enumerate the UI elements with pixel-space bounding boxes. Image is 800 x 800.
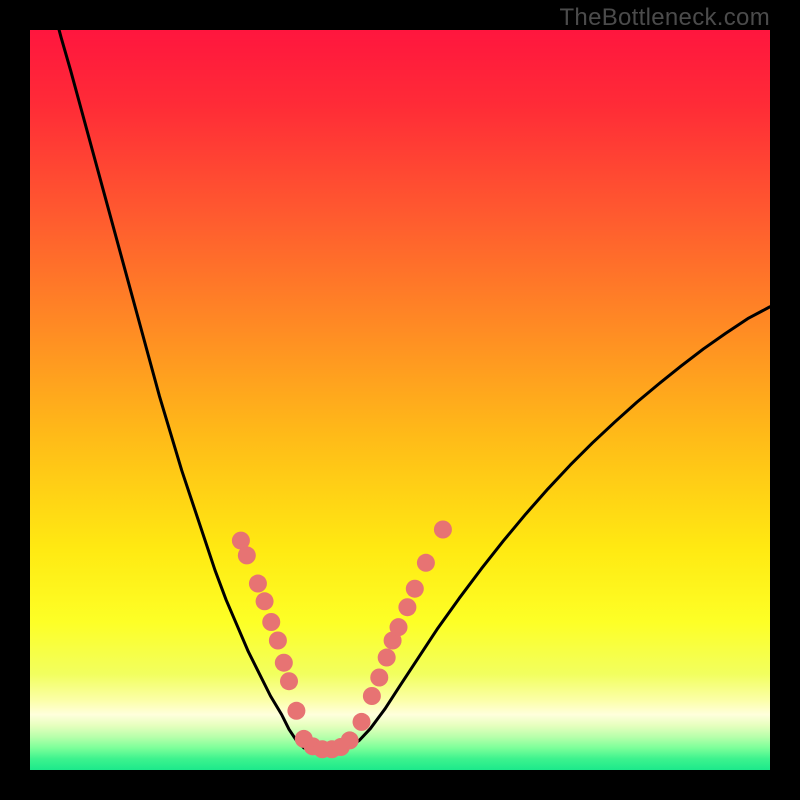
- marker-left: [280, 672, 298, 690]
- chart-root: TheBottleneck.com: [0, 0, 800, 800]
- marker-left: [275, 654, 293, 672]
- marker-right: [370, 669, 388, 687]
- marker-left: [262, 613, 280, 631]
- marker-right: [434, 521, 452, 539]
- marker-right: [398, 598, 416, 616]
- marker-left: [269, 632, 287, 650]
- marker-right: [417, 554, 435, 572]
- bottleneck-curve: [58, 26, 770, 753]
- marker-right: [378, 649, 396, 667]
- marker-left: [249, 575, 267, 593]
- marker-valley: [341, 731, 359, 749]
- marker-left: [238, 546, 256, 564]
- marker-left: [287, 702, 305, 720]
- marker-left: [256, 592, 274, 610]
- marker-right: [390, 618, 408, 636]
- marker-right: [363, 687, 381, 705]
- watermark-label: TheBottleneck.com: [559, 4, 770, 32]
- marker-right: [353, 713, 371, 731]
- chart-svg: [0, 0, 800, 800]
- marker-right: [406, 580, 424, 598]
